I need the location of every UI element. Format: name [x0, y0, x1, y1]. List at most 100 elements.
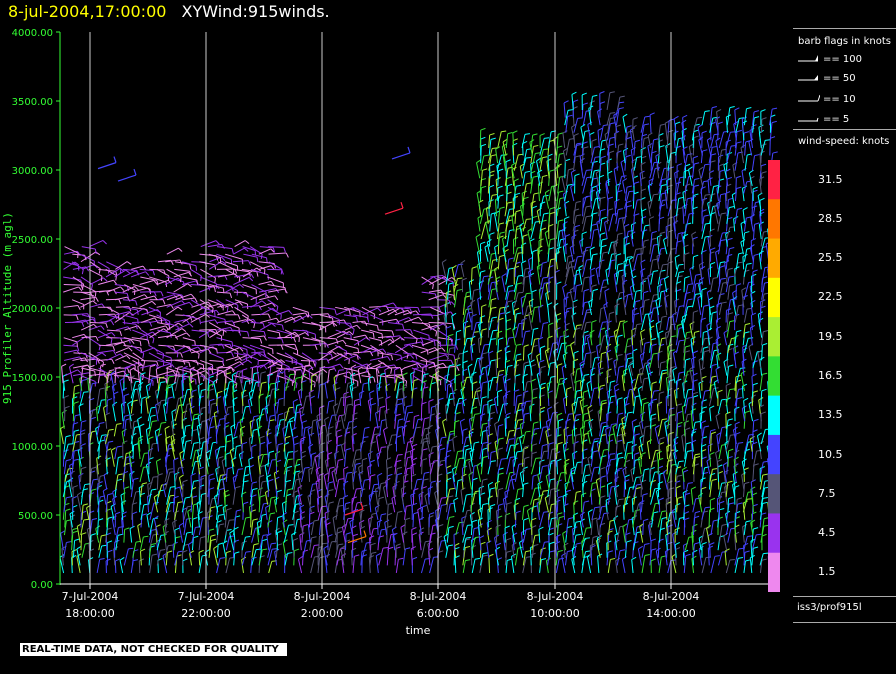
wind-barb-feather [256, 271, 259, 277]
wind-barb-feather [324, 380, 330, 384]
wind-barb [79, 253, 95, 262]
wind-barb-feather [269, 414, 276, 417]
wind-barb-feather [508, 438, 515, 440]
wind-barb [327, 468, 331, 482]
wind-barb-feather [442, 418, 447, 422]
wind-barb-feather [101, 352, 107, 357]
wind-barb [564, 236, 567, 255]
wind-barb [587, 407, 591, 422]
wind-barb-feather [338, 458, 344, 461]
wind-barb-feather [584, 276, 590, 279]
wind-barb-feather [162, 299, 166, 305]
wind-barb [120, 495, 124, 513]
wind-barb [311, 337, 326, 343]
wind-barb-feather [141, 396, 147, 399]
wind-barb-feather [532, 205, 538, 209]
wind-barb [350, 375, 354, 391]
wind-barb-feather [427, 424, 433, 429]
wind-barb-feather [488, 350, 494, 354]
wind-barb-feather [411, 546, 417, 550]
wind-barb [336, 397, 342, 414]
wind-barb [476, 389, 481, 407]
wind-barb-feather [535, 457, 541, 459]
wind-barb-feather [162, 353, 165, 359]
wind-barb-feather [248, 379, 251, 385]
wind-barb [106, 370, 110, 384]
wind-barb-feather [291, 531, 297, 536]
wind-barb [404, 457, 408, 475]
wind-barb [127, 403, 132, 422]
wind-barb-feather [257, 487, 263, 491]
wind-barb [438, 505, 442, 520]
wind-barb [267, 452, 270, 467]
wind-barb [69, 513, 73, 528]
wind-barb [266, 535, 270, 551]
wind-barb [463, 312, 469, 331]
wind-barb [110, 506, 115, 520]
wind-barb-feather [273, 263, 277, 269]
wind-barb [557, 177, 561, 194]
wind-barb [258, 352, 271, 361]
wind-barb [548, 489, 552, 505]
wind-barb-feather [211, 402, 217, 405]
wind-barb [76, 494, 82, 513]
wind-barb [336, 415, 340, 429]
wind-barb [140, 295, 155, 301]
wind-barb-feather [301, 373, 307, 377]
wind-barb [301, 365, 306, 384]
wind-barb-feather [301, 380, 307, 383]
wind-barb-feather [422, 504, 428, 508]
wind-barb-feather [102, 277, 108, 282]
wind-barb-feather [584, 419, 590, 422]
wind-barb-feather [112, 350, 117, 356]
wind-barb [268, 252, 287, 255]
wind-barb [514, 323, 520, 338]
wind-barb [267, 543, 272, 558]
wind-barb [504, 338, 510, 353]
wind-barb [209, 359, 223, 362]
wind-barb [165, 376, 170, 391]
wind-barb [454, 398, 460, 414]
wind-barb-feather [562, 284, 568, 288]
wind-barb [78, 475, 81, 490]
wind-barb [241, 314, 256, 324]
wind-barb [174, 467, 180, 482]
wind-barb-feather [489, 232, 495, 235]
wind-barb-feather [600, 155, 606, 159]
wind-barb-feather [224, 413, 230, 417]
wind-barb [266, 477, 269, 490]
wind-barb-feather [276, 489, 282, 493]
wind-barb-feather [177, 366, 183, 368]
wind-barb [343, 354, 358, 361]
wind-barb [226, 347, 240, 354]
wind-barb-feather [382, 348, 387, 354]
wind-barb-feather [285, 479, 291, 483]
wind-barb [276, 399, 280, 414]
wind-barb [454, 340, 457, 353]
wind-barb-feather [534, 427, 540, 430]
wind-barb-feather [531, 364, 537, 367]
wind-barb-feather [380, 405, 386, 409]
wind-barb [462, 437, 467, 452]
wind-barb-feather [572, 299, 578, 303]
wind-barb [353, 370, 368, 377]
wind-barb-feather [185, 424, 191, 427]
wind-barb [435, 510, 438, 528]
wind-barb [89, 277, 104, 285]
wind-barb-feather [498, 168, 504, 172]
wind-barb-feather [152, 442, 158, 445]
wind-barb [86, 507, 90, 520]
wind-barb [282, 522, 286, 536]
wind-barb [453, 286, 456, 300]
wind-barb [382, 487, 388, 505]
wind-barb-feather [394, 367, 400, 371]
wind-barb [326, 541, 332, 558]
wind-barb [79, 378, 83, 391]
wind-barb-feather [555, 451, 561, 455]
wind-barb [369, 362, 384, 369]
wind-barb [132, 287, 149, 293]
wind-barb-feather [324, 510, 330, 514]
wind-barb [369, 514, 373, 528]
wind-barb [460, 263, 465, 278]
wind-barb-feather [209, 528, 215, 531]
